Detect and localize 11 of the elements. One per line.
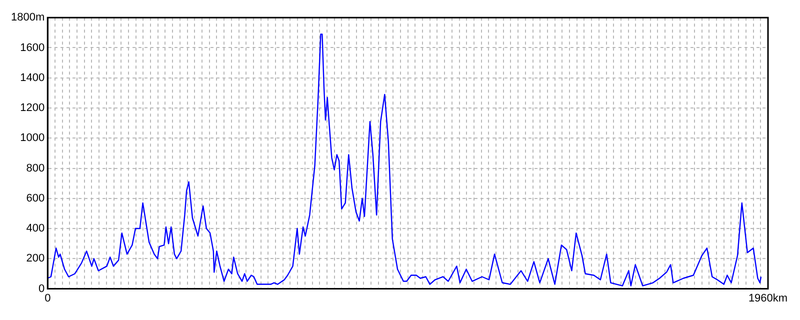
- y-tick-label: 0: [38, 282, 45, 295]
- y-tick-label: 1200: [20, 102, 45, 114]
- y-tick-label: 600: [26, 192, 45, 204]
- y-tick-label: 400: [26, 222, 45, 235]
- y-tick-label: 1600: [20, 42, 45, 54]
- x-tick-label: 1960km: [748, 292, 788, 304]
- y-tick-label: 800: [26, 162, 45, 174]
- y-tick-label: 1400: [20, 72, 45, 84]
- y-tick-label: 200: [26, 252, 45, 265]
- y-tick-label: 1000: [20, 132, 45, 144]
- y-tick-label: 1800m: [10, 12, 45, 24]
